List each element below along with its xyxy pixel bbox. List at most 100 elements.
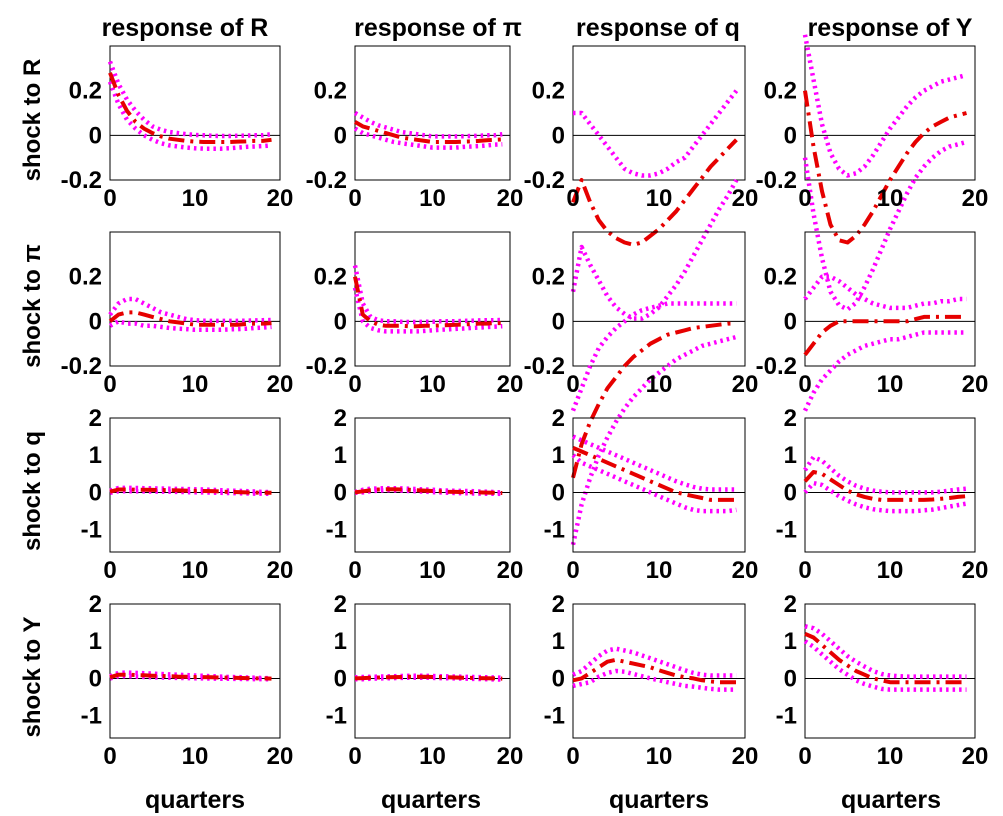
median-response-line [354, 120, 503, 144]
x-tick-label: 20 [267, 743, 294, 770]
y-tick-label: 0 [334, 479, 347, 506]
upper-band-line [109, 670, 272, 681]
y-tick-label: 0 [552, 479, 565, 506]
upper-band-line [804, 624, 967, 679]
x-tick-label: 10 [877, 743, 904, 770]
axes-frame [354, 231, 511, 367]
x-tick-label: 0 [348, 371, 361, 398]
x-tick-label: 10 [646, 557, 673, 584]
x-tick-label: 10 [877, 371, 904, 398]
lower-band-line [570, 334, 737, 546]
x-tick-label: 20 [732, 185, 759, 212]
x-tick-label: 0 [566, 371, 579, 398]
y-tick-label: -1 [776, 703, 797, 730]
x-tick-label: 20 [497, 185, 524, 212]
lower-band-line [572, 668, 737, 692]
x-tick-label: 20 [267, 185, 294, 212]
y-tick-label: 1 [89, 442, 102, 469]
row-label-shock-q: shock to q [19, 431, 46, 551]
lower-band-line [353, 126, 503, 150]
upper-band-line [107, 60, 272, 139]
axes-frame [572, 231, 746, 367]
x-tick-label: 10 [182, 743, 209, 770]
lower-band-line [109, 673, 272, 682]
lower-band-line [108, 319, 272, 333]
lower-band-line [803, 639, 967, 692]
row-label-shock-y: shock to Y [19, 617, 46, 738]
x-tick-label: 10 [877, 557, 904, 584]
x-tick-label: 20 [732, 743, 759, 770]
y-tick-label: 1 [334, 628, 347, 655]
y-tick-label: -0.2 [306, 167, 347, 194]
y-tick-label: 0 [784, 665, 797, 692]
y-tick-label: 1 [89, 628, 102, 655]
x-tick-label: 0 [798, 185, 811, 212]
axes-frame [804, 45, 976, 181]
median-response-line [108, 310, 272, 327]
y-tick-label: 2 [552, 591, 565, 618]
upper-band-line [572, 646, 737, 678]
x-tick-label: 10 [182, 185, 209, 212]
y-tick-label: 0 [334, 308, 347, 335]
lower-band-line [352, 287, 503, 334]
median-response-line [571, 321, 737, 479]
y-tick-label: 0 [784, 122, 797, 149]
y-tick-label: 0 [552, 122, 565, 149]
panel-shock-pi-response-pi: -0.200.20 10 20 [306, 231, 524, 398]
x-tick-label: 0 [566, 743, 579, 770]
row-label-shock-pi: shock to π [19, 244, 46, 368]
y-tick-label: 1 [784, 628, 797, 655]
y-tick-label: 0 [89, 308, 102, 335]
y-tick-label: 1 [552, 628, 565, 655]
y-tick-label: 0 [552, 665, 565, 692]
axes-frame [109, 231, 281, 367]
median-response-line [353, 276, 503, 329]
lower-band-line [109, 489, 272, 496]
x-tick-label: 10 [646, 371, 673, 398]
axes-frame [109, 603, 281, 739]
x-tick-label: 0 [348, 743, 361, 770]
y-tick-label: 2 [334, 591, 347, 618]
y-tick-label: 0.2 [69, 264, 102, 291]
lower-band-line [802, 330, 967, 412]
x-tick-label: 0 [798, 371, 811, 398]
column-title-response-y: response of Y [808, 14, 973, 42]
y-tick-label: 0 [89, 122, 102, 149]
x-tick-label: 20 [962, 557, 989, 584]
x-tick-label: 0 [348, 185, 361, 212]
lower-band-line [107, 80, 272, 151]
y-tick-label: 0 [89, 665, 102, 692]
x-axis-label-col-4: quarters [841, 786, 941, 814]
y-tick-label: 0.2 [314, 264, 347, 291]
y-tick-label: 2 [89, 405, 102, 432]
median-response-line [354, 674, 503, 681]
y-tick-label: 0 [784, 308, 797, 335]
median-response-line [804, 631, 967, 685]
y-tick-label: -1 [544, 703, 565, 730]
x-tick-label: 20 [497, 557, 524, 584]
median-response-line [354, 487, 503, 495]
y-tick-label: -0.2 [306, 353, 347, 380]
y-tick-label: -1 [326, 517, 347, 544]
axes-frame [109, 45, 281, 181]
y-tick-label: 2 [89, 591, 102, 618]
lower-band-line [570, 178, 739, 321]
upper-band-line [803, 454, 967, 495]
y-tick-label: 0.2 [764, 264, 797, 291]
x-tick-label: 10 [646, 743, 673, 770]
y-tick-label: 0.2 [314, 78, 347, 105]
x-tick-label: 20 [962, 185, 989, 212]
y-tick-label: 2 [784, 591, 797, 618]
median-response-line [572, 445, 737, 502]
upper-band-line [802, 34, 968, 178]
x-tick-label: 0 [103, 371, 116, 398]
y-tick-label: -0.2 [756, 353, 797, 380]
x-tick-label: 20 [497, 371, 524, 398]
x-tick-label: 20 [267, 557, 294, 584]
